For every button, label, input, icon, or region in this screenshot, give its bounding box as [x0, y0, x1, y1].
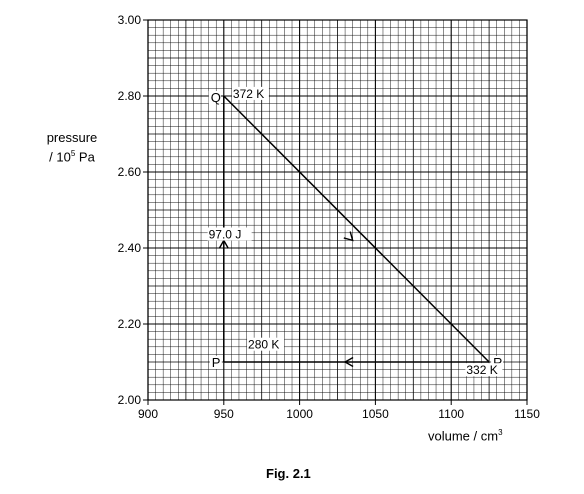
y-axis-label-line1: pressure: [46, 130, 98, 145]
y-tick-label: 3.00: [118, 13, 142, 27]
x-tick-label: 1050: [362, 407, 389, 421]
point-label-bg: [208, 91, 221, 104]
annotation-label: 332 K: [466, 363, 497, 377]
arrow-RP: [343, 356, 354, 368]
x-axis-label-text: volume / cm: [428, 428, 499, 444]
annotation-bg: [207, 227, 252, 241]
x-axis-label-exponent: 3: [498, 428, 503, 437]
plot-frame: [147, 19, 528, 401]
x-axis-label: volume / cm3: [428, 428, 503, 443]
figure-caption: Fig. 2.1: [266, 466, 311, 481]
x-tick-label: 1000: [286, 407, 313, 421]
annotation-label: 372 K: [233, 87, 264, 101]
y-tick-label: 2.60: [118, 165, 142, 179]
y-tick-label: 2.20: [118, 317, 142, 331]
y-axis-unit-prefix: / 10: [49, 149, 71, 165]
y-axis-label: pressure / 105 Pa: [32, 130, 112, 165]
x-tick-label: 900: [138, 407, 158, 421]
y-axis-unit-exponent: 5: [70, 149, 76, 158]
x-tick-label: 1150: [514, 407, 540, 421]
point-label-R: R: [493, 355, 502, 370]
point-label-bg: [209, 356, 222, 369]
x-tick-label: 950: [214, 407, 234, 421]
point-label-P: P: [212, 355, 221, 370]
y-tick-label: 2.80: [118, 89, 142, 103]
annotation-bg: [231, 86, 269, 100]
y-tick-label: 2.40: [118, 241, 142, 255]
x-tick-label: 1100: [438, 407, 464, 421]
annotation-label: 280 K: [248, 338, 279, 352]
cycle-segment-QR: [223, 95, 490, 363]
y-tick-label: 2.00: [118, 393, 142, 407]
annotation-label: 97.0 J: [209, 228, 242, 242]
y-axis-label-line2: / 105 Pa: [32, 146, 112, 165]
y-axis-unit-suffix: Pa: [75, 149, 95, 165]
annotation-bg: [465, 363, 503, 377]
annotation-bg: [247, 337, 285, 351]
arrow-QR: [343, 231, 354, 242]
point-label-Q: Q: [211, 90, 221, 105]
